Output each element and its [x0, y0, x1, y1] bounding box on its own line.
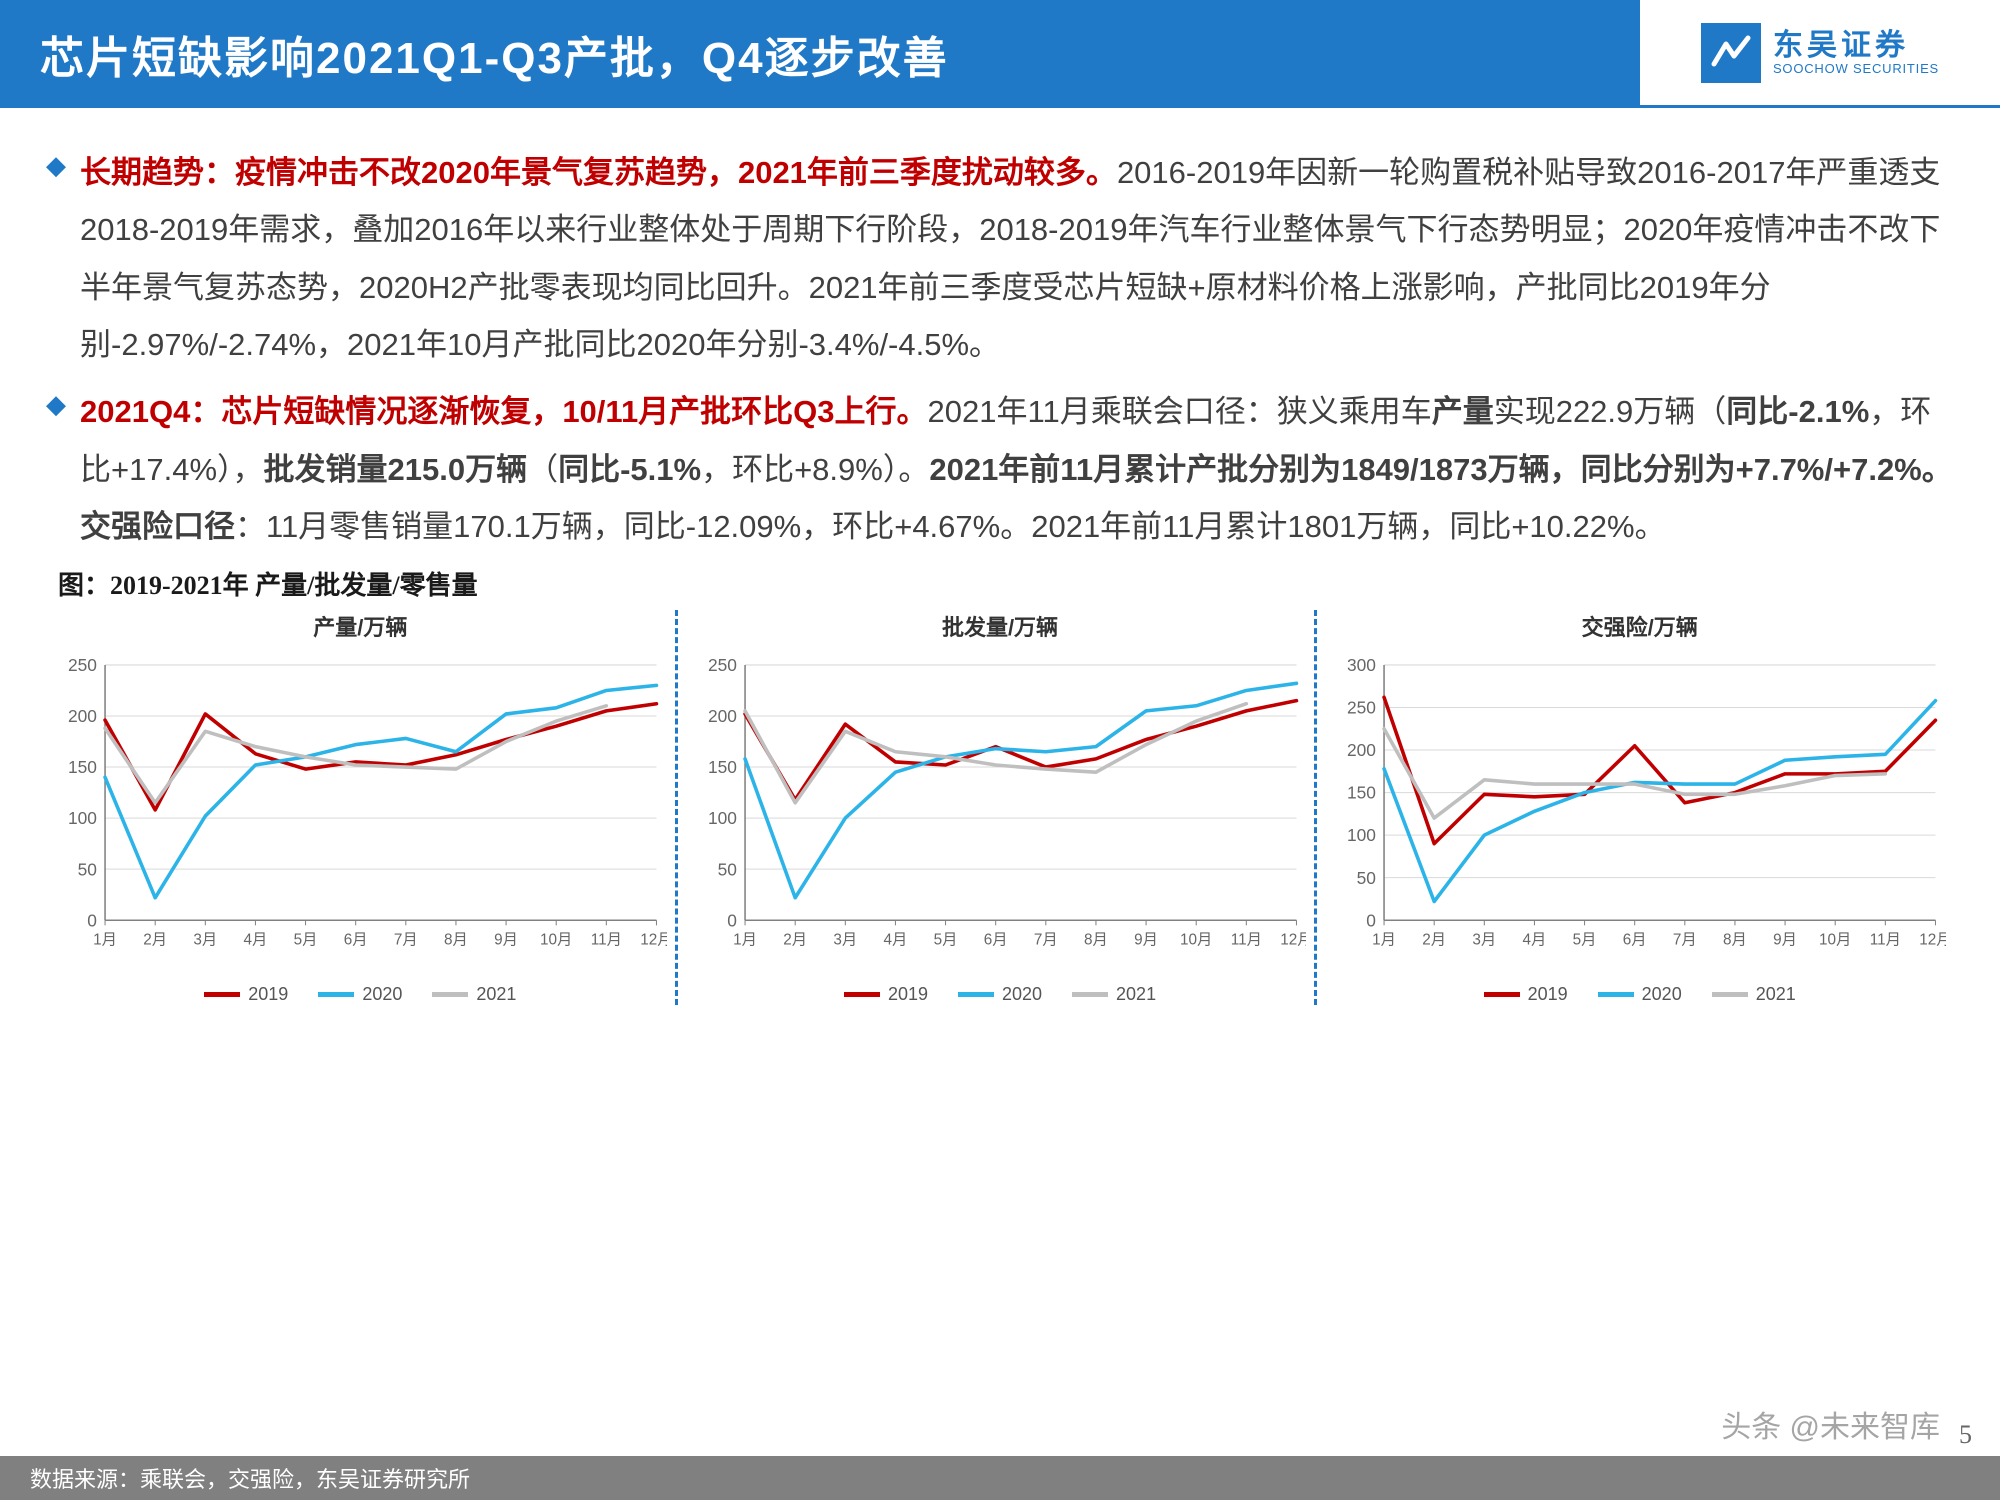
chart-1-svg: 0 50 100 150 200 250 1月 2月 3月 4月 5月 6月 7月 8月 9月 10月 11月 1…: [54, 648, 667, 978]
svg-text:1月: 1月: [733, 932, 757, 949]
chart-3: 交强险/万辆 0 50 100 150 200 250 300 1月 2月 3月 4月 5月 6月 7月 8…: [1325, 610, 1954, 1005]
svg-text:8月: 8月: [1084, 932, 1108, 949]
legend-item: 2020: [1598, 984, 1682, 1005]
svg-text:200: 200: [68, 707, 97, 727]
svg-text:100: 100: [708, 809, 737, 829]
header: 芯片短缺影响2021Q1-Q3产批，Q4逐步改善 东吴证券 SOOCHOW SE…: [0, 0, 2000, 108]
svg-text:6月: 6月: [983, 932, 1007, 949]
svg-text:5月: 5月: [294, 932, 318, 949]
svg-text:6月: 6月: [344, 932, 368, 949]
bullet-1-lead: 长期趋势：疫情冲击不改2020年景气复苏趋势，2021年前三季度扰动较多。: [80, 155, 1117, 190]
diamond-icon: ◆: [46, 389, 66, 420]
svg-text:150: 150: [708, 758, 737, 778]
svg-text:0: 0: [1367, 911, 1377, 931]
svg-text:250: 250: [708, 655, 737, 675]
chart-1-title: 产量/万辆: [54, 610, 667, 642]
svg-text:1月: 1月: [1372, 932, 1396, 949]
chart-3-svg: 0 50 100 150 200 250 300 1月 2月 3月 4月 5月 6月 7月 8月 9月 10月 1…: [1333, 648, 1946, 978]
brand-logo: 东吴证券 SOOCHOW SECURITIES: [1640, 0, 2000, 108]
svg-text:200: 200: [1347, 741, 1376, 761]
svg-text:3月: 3月: [833, 932, 857, 949]
svg-text:10月: 10月: [1819, 932, 1851, 949]
legend-item: 2020: [958, 984, 1042, 1005]
svg-text:12月: 12月: [1920, 932, 1946, 949]
diamond-icon: ◆: [46, 150, 66, 181]
svg-text:11月: 11月: [1870, 932, 1901, 949]
svg-text:100: 100: [1347, 826, 1376, 846]
legend-item: 2019: [844, 984, 928, 1005]
svg-text:7月: 7月: [394, 932, 418, 949]
svg-text:11月: 11月: [591, 932, 622, 949]
chart-1: 产量/万辆 0 50 100 150 200 250 1月 2月 3月 4月 5月 6月 7月 8月 9月 1…: [46, 610, 678, 1005]
svg-text:100: 100: [68, 809, 97, 829]
svg-text:2月: 2月: [1423, 932, 1447, 949]
legend-item: 2021: [432, 984, 516, 1005]
charts-row: 产量/万辆 0 50 100 150 200 250 1月 2月 3月 4月 5月 6月 7月 8月 9月 1…: [46, 610, 1954, 1005]
svg-text:5月: 5月: [1573, 932, 1597, 949]
svg-text:50: 50: [717, 860, 736, 880]
svg-text:3月: 3月: [1473, 932, 1497, 949]
svg-text:0: 0: [87, 911, 97, 931]
svg-text:250: 250: [1347, 698, 1376, 718]
legend-item: 2019: [1484, 984, 1568, 1005]
svg-text:150: 150: [68, 758, 97, 778]
legend-item: 2021: [1712, 984, 1796, 1005]
svg-text:9月: 9月: [1774, 932, 1798, 949]
svg-text:8月: 8月: [1723, 932, 1747, 949]
svg-text:12月: 12月: [1280, 932, 1306, 949]
svg-text:11月: 11月: [1230, 932, 1261, 949]
legend-item: 2021: [1072, 984, 1156, 1005]
svg-text:8月: 8月: [444, 932, 468, 949]
bullet-2-lead: 2021Q4：芯片短缺情况逐渐恢复，10/11月产批环比Q3上行。: [80, 394, 928, 429]
chart-2-title: 批发量/万辆: [694, 610, 1307, 642]
svg-text:3月: 3月: [193, 932, 217, 949]
chart-2-svg: 0 50 100 150 200 250 1月 2月 3月 4月 5月 6月 7月 8月 9月 10月 11月 1…: [694, 648, 1307, 978]
svg-text:150: 150: [1347, 783, 1376, 803]
page-number: 5: [1959, 1420, 1972, 1450]
bullet-1: ◆ 长期趋势：疫情冲击不改2020年景气复苏趋势，2021年前三季度扰动较多。2…: [46, 144, 1954, 373]
svg-text:10月: 10月: [1180, 932, 1212, 949]
svg-text:2月: 2月: [143, 932, 167, 949]
chart-section-title: 图：2019-2021年 产量/批发量/零售量: [58, 565, 1954, 602]
page-title: 芯片短缺影响2021Q1-Q3产批，Q4逐步改善: [0, 0, 1640, 108]
svg-text:5月: 5月: [933, 932, 957, 949]
chart-2: 批发量/万辆 0 50 100 150 200 250 1月 2月 3月 4月 5月 6月 7月 8月 9月…: [686, 610, 1318, 1005]
svg-text:10月: 10月: [540, 932, 572, 949]
svg-text:12月: 12月: [640, 932, 666, 949]
svg-text:6月: 6月: [1623, 932, 1647, 949]
svg-text:9月: 9月: [1134, 932, 1158, 949]
svg-text:4月: 4月: [244, 932, 268, 949]
logo-cn: 东吴证券: [1773, 29, 1939, 62]
chart-3-title: 交强险/万辆: [1333, 610, 1946, 642]
logo-en: SOOCHOW SECURITIES: [1773, 62, 1939, 76]
bullet-1-text: 长期趋势：疫情冲击不改2020年景气复苏趋势，2021年前三季度扰动较多。201…: [80, 144, 1954, 373]
svg-text:300: 300: [1347, 655, 1376, 675]
watermark: 头条 @未来智库: [1721, 1402, 1940, 1446]
chart-1-legend: 2019 2020 2021: [54, 984, 667, 1005]
svg-text:7月: 7月: [1034, 932, 1058, 949]
svg-text:4月: 4月: [883, 932, 907, 949]
logo-icon: [1701, 23, 1761, 83]
svg-text:50: 50: [1357, 868, 1376, 888]
legend-item: 2019: [204, 984, 288, 1005]
svg-text:9月: 9月: [494, 932, 518, 949]
content-body: ◆ 长期趋势：疫情冲击不改2020年景气复苏趋势，2021年前三季度扰动较多。2…: [0, 108, 2000, 1005]
svg-text:1月: 1月: [93, 932, 117, 949]
svg-text:50: 50: [78, 860, 97, 880]
chart-2-legend: 2019 2020 2021: [694, 984, 1307, 1005]
svg-text:2月: 2月: [783, 932, 807, 949]
svg-text:0: 0: [727, 911, 737, 931]
svg-text:4月: 4月: [1523, 932, 1547, 949]
legend-item: 2020: [318, 984, 402, 1005]
footer-source: 数据来源：乘联会，交强险，东吴证券研究所: [0, 1456, 2000, 1500]
svg-text:200: 200: [708, 707, 737, 727]
bullet-2-text: 2021Q4：芯片短缺情况逐渐恢复，10/11月产批环比Q3上行。2021年11…: [80, 383, 1954, 555]
bullet-2: ◆ 2021Q4：芯片短缺情况逐渐恢复，10/11月产批环比Q3上行。2021年…: [46, 383, 1954, 555]
svg-text:250: 250: [68, 655, 97, 675]
svg-text:7月: 7月: [1673, 932, 1697, 949]
chart-3-legend: 2019 2020 2021: [1333, 984, 1946, 1005]
